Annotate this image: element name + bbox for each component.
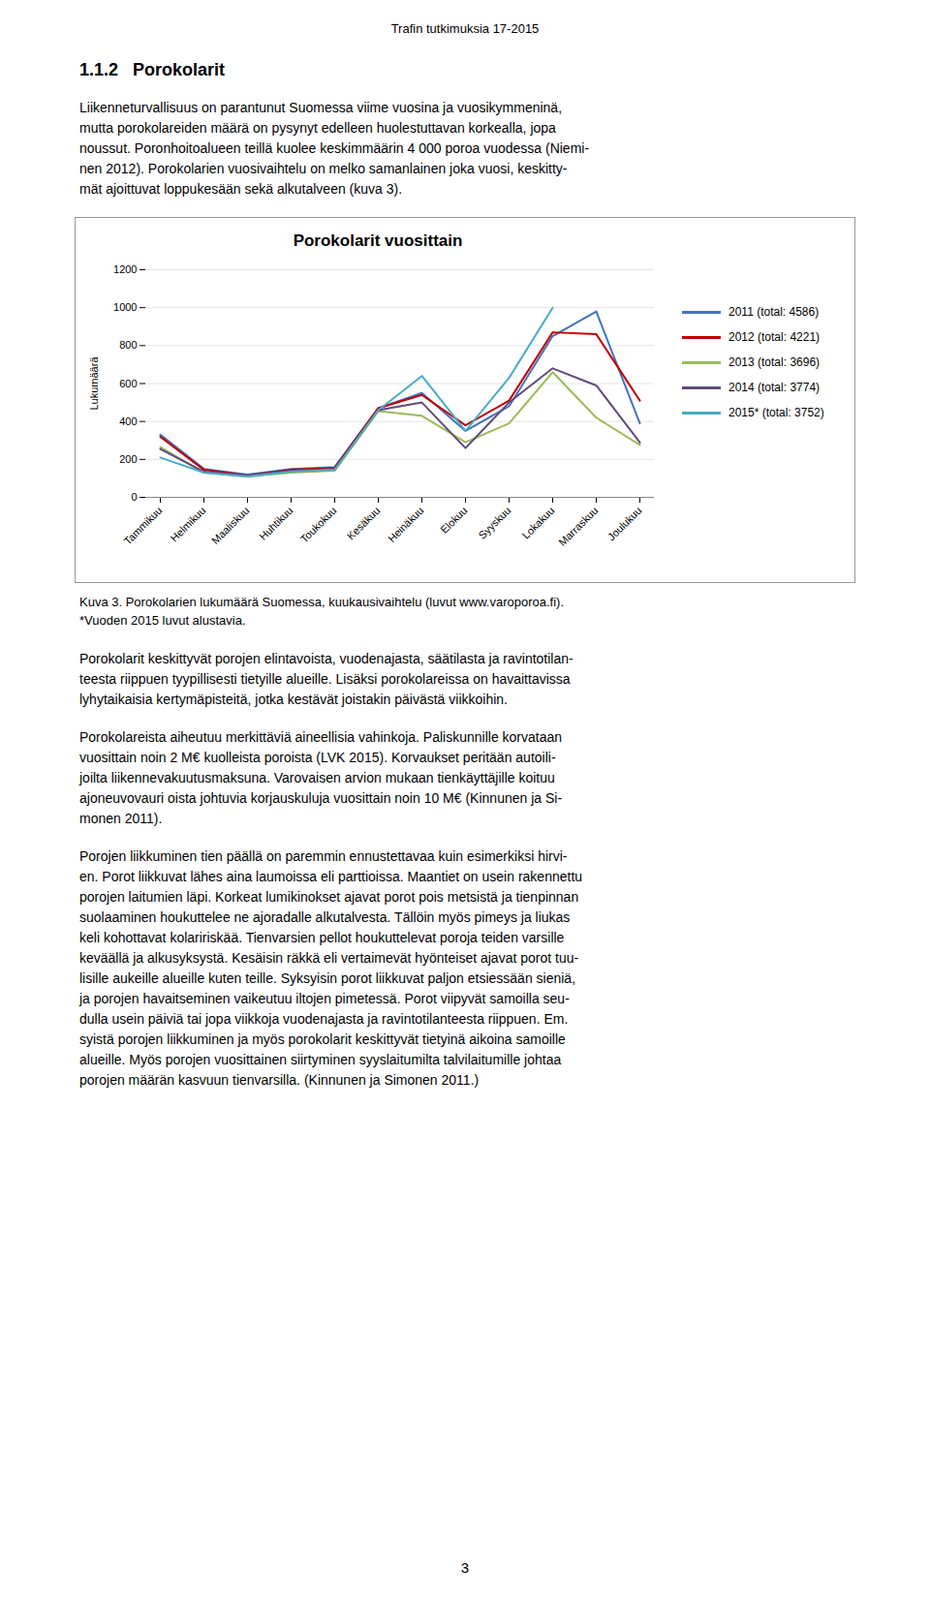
svg-text:Lokakuu: Lokakuu — [520, 504, 558, 542]
svg-text:Kesäkuu: Kesäkuu — [344, 504, 383, 543]
html-text:keväällä ja alkusyksystä. Kesä: keväällä ja alkusyksystä. Kesäisin räkkä… — [79, 950, 579, 966]
svg-text:0: 0 — [130, 491, 137, 503]
html-text:teesta riippuen tyypillisesti: teesta riippuen tyypillisesti tietyille … — [79, 671, 571, 687]
html-text:noussut. Poronhoitoalueen teil: noussut. Poronhoitoalueen teillä kuolee … — [79, 140, 590, 156]
svg-text:Heinäkuu: Heinäkuu — [385, 504, 426, 545]
svg-text:Elokuu: Elokuu — [437, 504, 469, 536]
svg-text:800: 800 — [119, 339, 137, 351]
svg-text:600: 600 — [119, 377, 137, 390]
svg-text:Syyskuu: Syyskuu — [476, 504, 514, 542]
html-text:Porokolarit vuosittain: Porokolarit vuosittain — [293, 231, 463, 250]
html-text:joilta liikennevakuutusmaksuna: joilta liikennevakuutusmaksuna. Varovais… — [79, 770, 555, 786]
html-text:dulla usein päiviä tai jopa vi: dulla usein päiviä tai jopa viikkoja vuo… — [79, 1011, 568, 1027]
html-text:2014 (total: 3774): 2014 (total: 3774) — [728, 380, 820, 395]
html-text:2015* (total: 3752): 2015* (total: 3752) — [728, 405, 825, 420]
html-text:ajoneuvovauri oista johtuvia k: ajoneuvovauri oista johtuvia korjauskulu… — [79, 790, 562, 806]
svg-text:1000: 1000 — [113, 301, 137, 313]
svg-text:Lukumäärä: Lukumäärä — [88, 356, 100, 411]
html-text:nen 2012). Porokolarien vuosiv: nen 2012). Porokolarien vuosivaihtelu on… — [79, 160, 568, 177]
html-text:Porokolarit keskittyvät poroje: Porokolarit keskittyvät porojen elintavo… — [79, 651, 574, 667]
svg-text:Maaliskuu: Maaliskuu — [209, 504, 252, 548]
html-text:porojen määrän kasvuun tienvar: porojen määrän kasvuun tienvarsilla. (Ki… — [79, 1072, 479, 1088]
html-text:1.1.2 Porokolarit: 1.1.2 Porokolarit — [79, 60, 225, 80]
html-text:en. Porot liikkuvat lähes aina: en. Porot liikkuvat lähes aina laumoissa… — [79, 868, 583, 885]
html-text:mät ajoittuvat loppukesään sek: mät ajoittuvat loppukesään sekä alkutalv… — [79, 181, 403, 197]
html-text:alueille. Myös porojen vuositt: alueille. Myös porojen vuosittainen siir… — [79, 1052, 562, 1068]
svg-text:200: 200 — [119, 453, 137, 465]
svg-text:Huhtikuu: Huhtikuu — [256, 504, 295, 543]
svg-text:Tammikuu: Tammikuu — [121, 504, 164, 548]
html-text:suolaaminen houkuttelee ne ajo: suolaaminen houkuttelee ne ajoradalle al… — [79, 909, 571, 926]
html-text:Liikenneturvallisuus on parant: Liikenneturvallisuus on parantunut Suome… — [79, 99, 562, 116]
html-text:monen 2011).: monen 2011). — [79, 810, 163, 827]
svg-text:Toukokuu: Toukokuu — [298, 504, 340, 546]
svg-text:Marraskuu: Marraskuu — [556, 504, 600, 549]
html-text:Porojen liikkuminen tien pääll: Porojen liikkuminen tien päällä on parem… — [79, 848, 568, 865]
html-text:lyhytaikaisia kertymäpisteitä,: lyhytaikaisia kertymäpisteitä, jotka kes… — [79, 691, 508, 708]
html-text:vuosittain noin 2 M€ kuolleist: vuosittain noin 2 M€ kuolleista poroista… — [79, 749, 556, 766]
svg-text:Joulukuu: Joulukuu — [605, 504, 645, 544]
html-text:2012 (total: 4221): 2012 (total: 4221) — [728, 330, 820, 344]
html-text:*Vuoden 2015 luvut alustavia.: *Vuoden 2015 luvut alustavia. — [79, 613, 246, 628]
html-text:lisille aukeille alueille kute: lisille aukeille alueille kuten teille. … — [79, 970, 576, 987]
html-text:2013 (total: 3696): 2013 (total: 3696) — [728, 355, 820, 370]
html-text:Kuva 3. Porokolarien lukumäärä: Kuva 3. Porokolarien lukumäärä Suomessa,… — [79, 594, 564, 610]
html-text:3: 3 — [460, 1559, 470, 1577]
html-text:porojen laitumien läpi. Korkea: porojen laitumien läpi. Korkeat lumikino… — [79, 889, 579, 905]
svg-text:1200: 1200 — [113, 263, 137, 276]
html-text:mutta porokolareiden määrä on: mutta porokolareiden määrä on pysynyt ed… — [79, 120, 556, 136]
html-text:syistä porojen liikkuminen ja: syistä porojen liikkuminen ja myös porok… — [79, 1031, 566, 1048]
html-text:2011 (total: 4586): 2011 (total: 4586) — [728, 305, 819, 319]
html-text:Trafin tutkimuksia 17-2015: Trafin tutkimuksia 17-2015 — [390, 21, 539, 36]
html-text:Porokolareista aiheutuu merkit: Porokolareista aiheutuu merkittäviä aine… — [79, 729, 562, 745]
html-text:ja porojen havaitseminen vaike: ja porojen havaitseminen vaikeutuu iltoj… — [79, 991, 570, 1007]
svg-text:400: 400 — [119, 415, 137, 428]
html-text:keli kohottavat kolaririskää.: keli kohottavat kolaririskää. Tienvarsie… — [79, 930, 565, 946]
svg-text:Helmikuu: Helmikuu — [167, 504, 208, 545]
